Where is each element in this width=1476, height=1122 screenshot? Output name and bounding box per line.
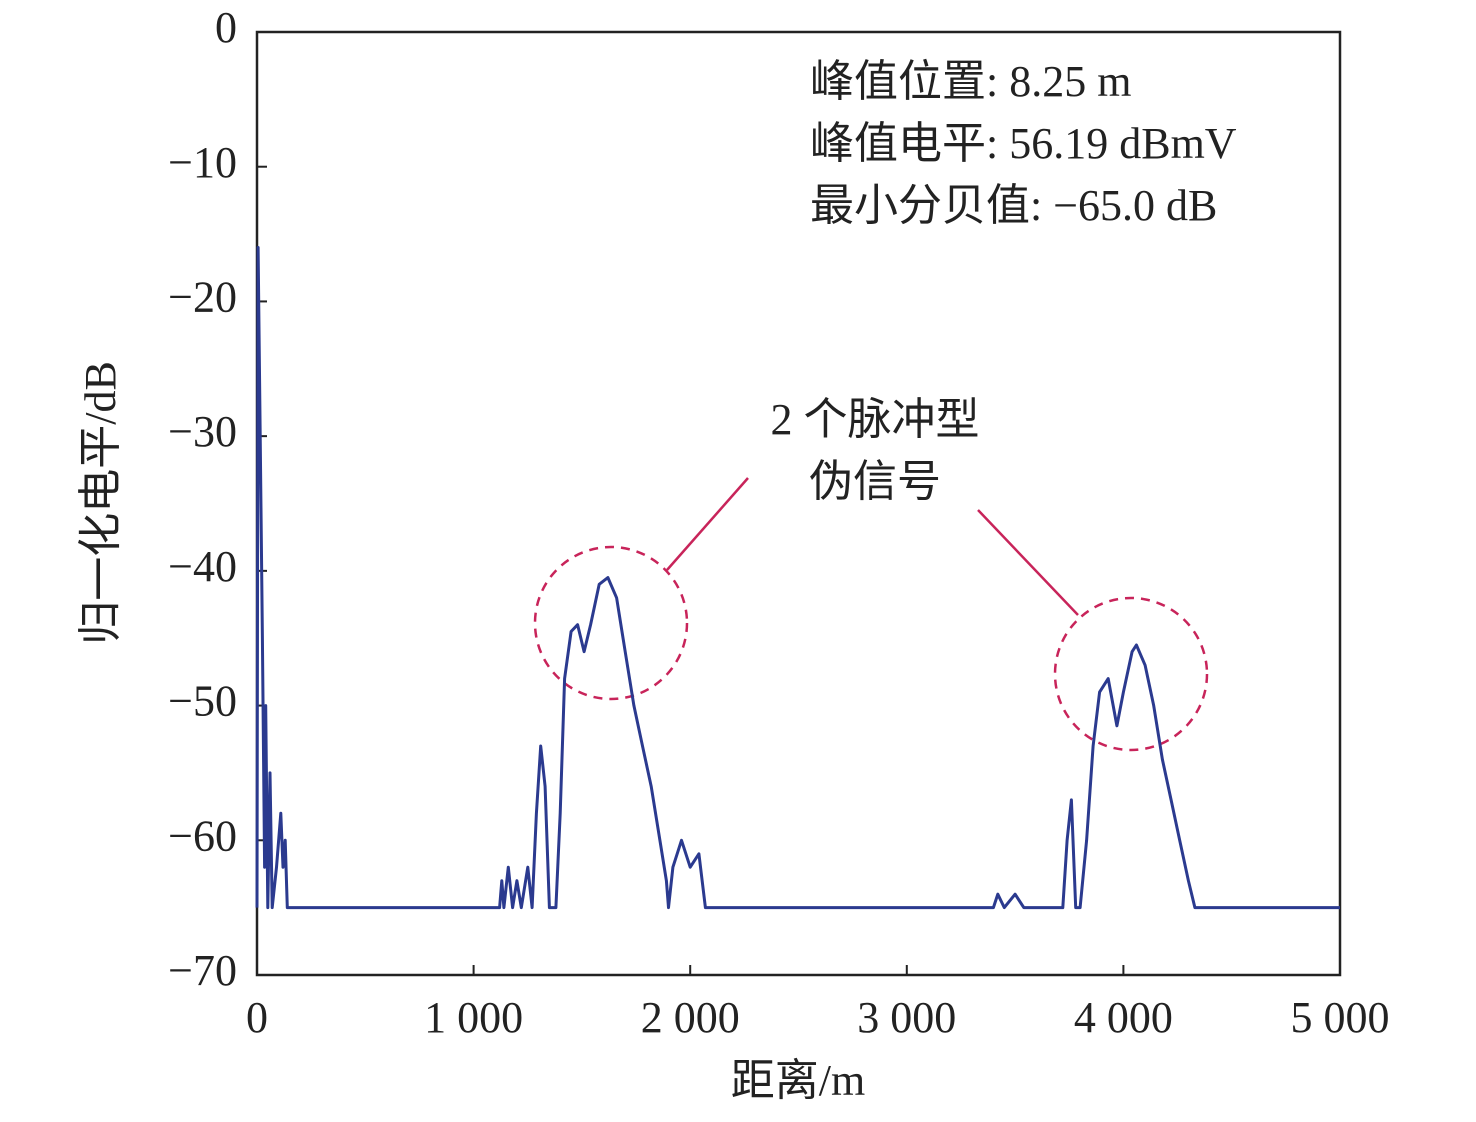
- y-tick-label: −50: [168, 677, 237, 726]
- annotation: 峰值电平: 56.19 dBmV: [810, 119, 1237, 168]
- data-line: [255, 246, 1340, 910]
- y-axis-label: 归一化电平/dB: [76, 361, 125, 645]
- x-tick-label: 1 000: [424, 993, 523, 1042]
- y-tick-label: −60: [168, 811, 237, 860]
- x-tick-label: 2 000: [641, 993, 740, 1042]
- x-tick-label: 0: [246, 993, 268, 1042]
- annotation: 峰值位置: 8.25 m: [810, 57, 1131, 106]
- y-tick-label: −10: [168, 138, 237, 187]
- y-tick-label: 0: [215, 3, 237, 52]
- x-tick-label: 3 000: [857, 993, 956, 1042]
- y-tick-label: −40: [168, 542, 237, 591]
- callout-text: 2 个脉冲型: [771, 395, 980, 444]
- annotation: 最小分贝值: −65.0 dB: [810, 181, 1217, 230]
- callout-line: [666, 477, 749, 571]
- y-tick-label: −20: [168, 273, 237, 322]
- y-tick-label: −70: [168, 946, 237, 995]
- x-tick-label: 5 000: [1291, 993, 1390, 1042]
- callout-text: 伪信号: [809, 457, 941, 506]
- highlight-circle: [1053, 596, 1209, 752]
- x-tick-label: 4 000: [1074, 993, 1173, 1042]
- highlight-circle: [533, 545, 689, 701]
- callout-line: [977, 509, 1079, 616]
- y-tick-label: −30: [168, 407, 237, 456]
- x-axis-label: 距离/m: [731, 1056, 865, 1105]
